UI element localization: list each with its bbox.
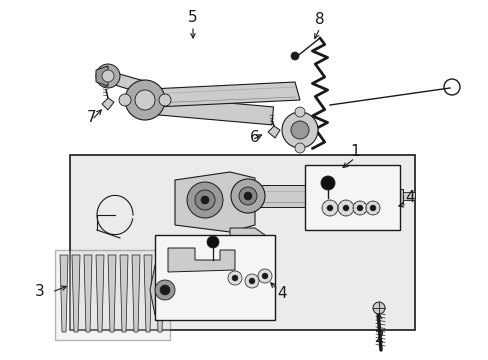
Circle shape (244, 192, 251, 200)
Bar (367, 189, 402, 203)
Circle shape (201, 196, 208, 204)
Polygon shape (168, 248, 235, 272)
Circle shape (96, 64, 120, 88)
Bar (70, 155, 414, 330)
Circle shape (337, 200, 353, 216)
Circle shape (294, 107, 305, 117)
Text: 6: 6 (250, 130, 259, 144)
Circle shape (230, 179, 264, 213)
Circle shape (365, 201, 379, 215)
Polygon shape (102, 98, 114, 110)
Circle shape (160, 285, 170, 295)
Bar (55, 250, 170, 340)
Polygon shape (132, 255, 140, 332)
Circle shape (159, 94, 171, 106)
Circle shape (125, 80, 164, 120)
Circle shape (321, 200, 337, 216)
Circle shape (244, 274, 259, 288)
Polygon shape (267, 126, 280, 138)
Polygon shape (156, 255, 163, 332)
Text: 2: 2 (374, 330, 384, 346)
Text: 3: 3 (35, 284, 45, 300)
Text: 4: 4 (405, 190, 414, 206)
Polygon shape (96, 66, 108, 86)
Circle shape (155, 280, 175, 300)
Circle shape (227, 271, 242, 285)
Bar (247, 185, 367, 207)
Text: 5: 5 (188, 10, 198, 26)
Circle shape (290, 121, 308, 139)
Polygon shape (108, 255, 116, 332)
Text: 8: 8 (315, 13, 324, 27)
Polygon shape (150, 265, 180, 315)
Circle shape (352, 201, 366, 215)
Circle shape (186, 182, 223, 218)
Polygon shape (175, 172, 254, 232)
Polygon shape (120, 255, 128, 332)
Circle shape (372, 302, 384, 314)
Bar (155, 235, 274, 320)
Text: 1: 1 (349, 144, 359, 159)
Circle shape (262, 273, 267, 279)
Polygon shape (105, 70, 148, 95)
Circle shape (102, 70, 114, 82)
Circle shape (326, 205, 332, 211)
Bar (402, 192, 414, 200)
Circle shape (294, 143, 305, 153)
Polygon shape (96, 255, 104, 332)
Circle shape (320, 176, 334, 190)
Circle shape (356, 205, 362, 211)
Polygon shape (143, 255, 152, 332)
Circle shape (342, 205, 348, 211)
Circle shape (258, 269, 271, 283)
Polygon shape (84, 255, 92, 332)
Polygon shape (60, 255, 68, 332)
Circle shape (248, 278, 254, 284)
Circle shape (239, 187, 257, 205)
Circle shape (119, 94, 131, 106)
Circle shape (290, 52, 298, 60)
Circle shape (369, 205, 375, 211)
Circle shape (282, 112, 317, 148)
Polygon shape (72, 255, 80, 332)
Text: 4: 4 (277, 285, 286, 301)
Circle shape (195, 190, 215, 210)
Circle shape (206, 236, 219, 248)
Circle shape (231, 275, 238, 281)
Circle shape (135, 90, 155, 110)
Text: 7: 7 (87, 111, 97, 126)
Bar (305, 165, 399, 230)
Bar (142, 96, 273, 125)
Polygon shape (229, 228, 264, 255)
Polygon shape (130, 82, 299, 108)
